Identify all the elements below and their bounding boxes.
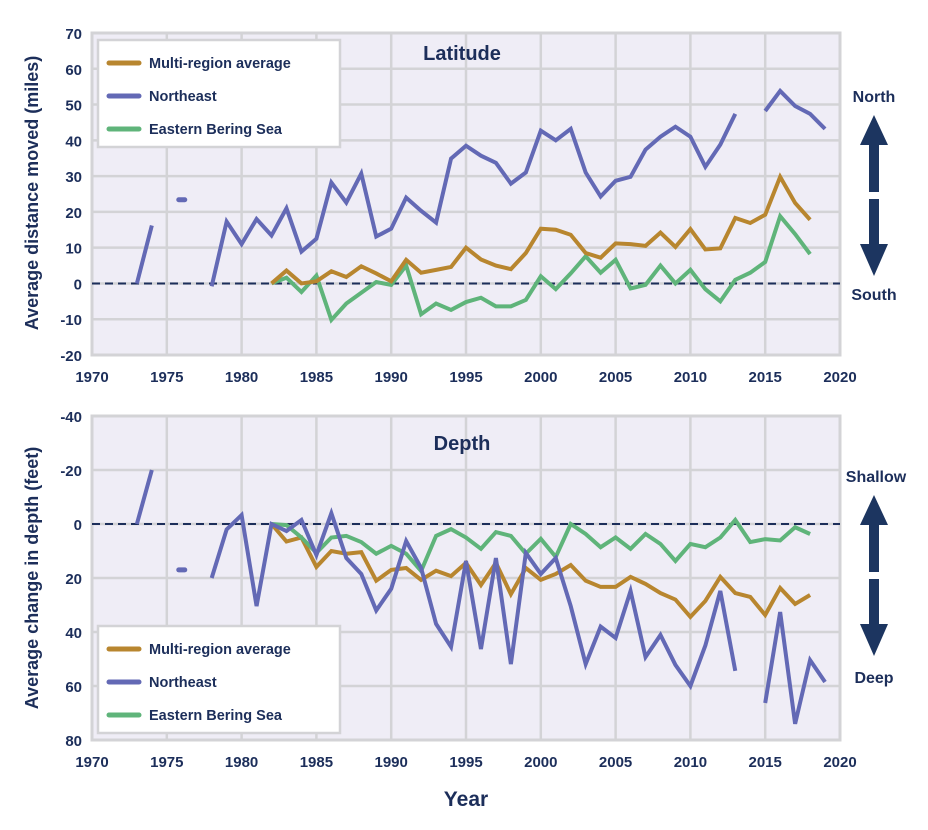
y-tick-label: 0 bbox=[74, 517, 82, 534]
series-line bbox=[209, 507, 738, 691]
legend-item-eastern-bering-sea: Eastern Bering Sea bbox=[106, 708, 283, 724]
depth-legend: Multi-region average Northeast Eastern Ber… bbox=[96, 624, 342, 735]
series-line bbox=[270, 172, 812, 286]
y-tick-label: 20 bbox=[65, 571, 82, 588]
x-tick-label: 2015 bbox=[749, 754, 782, 771]
x-tick-label: 2010 bbox=[674, 754, 707, 771]
series-northeast bbox=[134, 469, 827, 725]
south-label: South bbox=[851, 287, 896, 304]
y-tick-label: -20 bbox=[60, 348, 82, 365]
x-tick-label: 1975 bbox=[150, 754, 183, 771]
x-tick-label: 2020 bbox=[823, 369, 856, 386]
x-tick-label: 2005 bbox=[599, 369, 632, 386]
shallow-label: Shallow bbox=[846, 469, 907, 486]
latitude-x-ticks: 1970 1975 1980 1985 1990 1995 2000 2005 2010 2015… bbox=[75, 369, 856, 386]
y-tick-label: -10 bbox=[60, 312, 82, 329]
y-tick-label: 60 bbox=[65, 62, 82, 79]
series-line bbox=[270, 212, 812, 324]
latitude-legend: Multi-region average Northeast Eastern Ber… bbox=[96, 38, 342, 149]
shallow-arrow-icon bbox=[860, 495, 888, 572]
legend-label: Eastern Bering Sea bbox=[149, 122, 283, 138]
y-tick-label: 20 bbox=[65, 205, 82, 222]
x-tick-label: 1980 bbox=[225, 754, 258, 771]
depth-panel: -40 -20 0 20 40 60 80 1970 1975 1980 1985 1990 1995… bbox=[22, 409, 907, 771]
y-tick-label: 60 bbox=[65, 679, 82, 696]
legend-item-eastern-bering-sea: Eastern Bering Sea bbox=[106, 122, 283, 138]
legend-label: Multi-region average bbox=[149, 642, 291, 658]
x-tick-label: 2000 bbox=[524, 754, 557, 771]
y-tick-label: 30 bbox=[65, 169, 82, 186]
x-tick-label: 1990 bbox=[375, 369, 408, 386]
series-northeast bbox=[134, 87, 827, 287]
x-tick-label: 1970 bbox=[75, 369, 108, 386]
series-line bbox=[271, 516, 811, 575]
y-tick-label: 0 bbox=[74, 276, 82, 293]
legend-item-northeast: Northeast bbox=[106, 89, 217, 105]
x-tick-label: 1995 bbox=[449, 754, 482, 771]
series-line bbox=[134, 469, 154, 525]
legend-label: Eastern Bering Sea bbox=[149, 708, 283, 724]
latitude-series bbox=[134, 87, 827, 324]
x-tick-label: 2015 bbox=[749, 369, 782, 386]
y-tick-label: -40 bbox=[60, 409, 82, 426]
y-tick-label: 50 bbox=[65, 98, 82, 115]
latitude-y-ticks: 70 60 50 40 30 20 10 0 -10 -20 bbox=[60, 26, 82, 365]
x-tick-label: 2005 bbox=[599, 754, 632, 771]
latitude-title: Latitude bbox=[423, 43, 501, 65]
x-tick-label: 1985 bbox=[300, 754, 333, 771]
y-tick-label: 70 bbox=[65, 26, 82, 43]
y-tick-label: -20 bbox=[60, 463, 82, 480]
legend-label: Northeast bbox=[149, 89, 217, 105]
series-line bbox=[763, 611, 827, 725]
series-multi-region-average bbox=[270, 172, 812, 286]
x-tick-label: 1980 bbox=[225, 369, 258, 386]
y-tick-label: 80 bbox=[65, 733, 82, 750]
depth-gridlines bbox=[90, 414, 842, 742]
legend-item-multi-region-average: Multi-region average bbox=[106, 56, 291, 72]
series-line bbox=[763, 87, 827, 131]
x-tick-label: 1990 bbox=[375, 754, 408, 771]
depth-series bbox=[134, 469, 827, 725]
depth-direction-indicator: Shallow Deep bbox=[846, 469, 907, 687]
series-line bbox=[269, 522, 812, 620]
series-line bbox=[209, 112, 738, 287]
north-arrow-icon bbox=[860, 115, 888, 192]
latitude-y-axis-title: Average distance moved (miles) bbox=[22, 56, 42, 330]
legend-item-northeast: Northeast bbox=[106, 675, 217, 691]
legend-item-multi-region-average: Multi-region average bbox=[106, 642, 291, 658]
depth-y-ticks: -40 -20 0 20 40 60 80 bbox=[60, 409, 82, 750]
x-tick-label: 2000 bbox=[524, 369, 557, 386]
y-tick-label: 40 bbox=[65, 133, 82, 150]
x-tick-label: 2020 bbox=[823, 754, 856, 771]
legend-label: Multi-region average bbox=[149, 56, 291, 72]
north-label: North bbox=[853, 89, 896, 106]
depth-title: Depth bbox=[434, 433, 491, 455]
legend-label: Northeast bbox=[149, 675, 217, 691]
deep-arrow-icon bbox=[860, 579, 888, 656]
x-tick-label: 1975 bbox=[150, 369, 183, 386]
series-eastern-bering-sea bbox=[271, 516, 811, 575]
y-tick-label: 40 bbox=[65, 625, 82, 642]
x-tick-label: 2010 bbox=[674, 369, 707, 386]
series-eastern-bering-sea bbox=[270, 212, 812, 324]
latitude-direction-indicator: North South bbox=[851, 89, 896, 304]
x-tick-label: 1970 bbox=[75, 754, 108, 771]
series-multi-region-average bbox=[269, 522, 812, 620]
series-line bbox=[134, 224, 154, 284]
south-arrow-icon bbox=[860, 199, 888, 276]
depth-x-ticks: 1970 1975 1980 1985 1990 1995 2000 2005 2010 2015… bbox=[75, 754, 856, 771]
x-tick-label: 1985 bbox=[300, 369, 333, 386]
x-tick-label: 1995 bbox=[449, 369, 482, 386]
depth-y-axis-title: Average change in depth (feet) bbox=[22, 447, 42, 709]
x-axis-title: Year bbox=[444, 788, 488, 811]
deep-label: Deep bbox=[854, 670, 893, 687]
y-tick-label: 10 bbox=[65, 241, 82, 258]
